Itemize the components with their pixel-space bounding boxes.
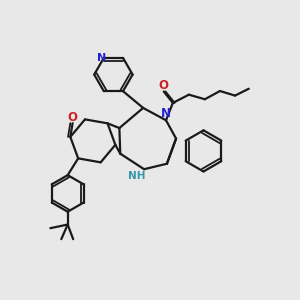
Text: O: O xyxy=(68,111,78,124)
Text: N: N xyxy=(98,53,106,63)
Text: NH: NH xyxy=(128,171,146,181)
Text: N: N xyxy=(161,107,171,120)
Text: O: O xyxy=(158,80,168,92)
